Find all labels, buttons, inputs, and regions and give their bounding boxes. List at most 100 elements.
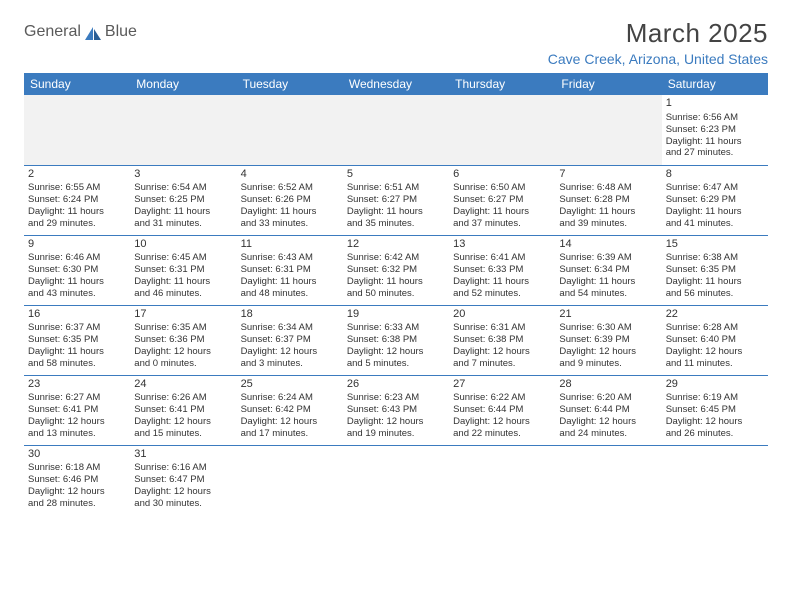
sunset-text: Sunset: 6:41 PM bbox=[28, 404, 126, 416]
daylight-text-line1: Daylight: 11 hours bbox=[453, 276, 551, 288]
calendar-empty-cell bbox=[555, 445, 661, 515]
daylight-text-line2: and 52 minutes. bbox=[453, 288, 551, 300]
daylight-text-line2: and 17 minutes. bbox=[241, 428, 339, 440]
calendar-empty-cell bbox=[343, 445, 449, 515]
calendar-day-cell: 4Sunrise: 6:52 AMSunset: 6:26 PMDaylight… bbox=[237, 165, 343, 235]
daylight-text-line1: Daylight: 11 hours bbox=[453, 206, 551, 218]
daylight-text-line2: and 31 minutes. bbox=[134, 218, 232, 230]
sunset-text: Sunset: 6:31 PM bbox=[241, 264, 339, 276]
daylight-text-line2: and 5 minutes. bbox=[347, 358, 445, 370]
header-monday: Monday bbox=[130, 73, 236, 95]
sunrise-text: Sunrise: 6:42 AM bbox=[347, 252, 445, 264]
daylight-text-line2: and 0 minutes. bbox=[134, 358, 232, 370]
calendar-day-cell: 26Sunrise: 6:23 AMSunset: 6:43 PMDayligh… bbox=[343, 375, 449, 445]
daylight-text-line2: and 56 minutes. bbox=[666, 288, 764, 300]
calendar-empty-cell bbox=[449, 95, 555, 165]
daylight-text-line2: and 41 minutes. bbox=[666, 218, 764, 230]
calendar-day-cell: 11Sunrise: 6:43 AMSunset: 6:31 PMDayligh… bbox=[237, 235, 343, 305]
sunrise-text: Sunrise: 6:38 AM bbox=[666, 252, 764, 264]
sunrise-text: Sunrise: 6:28 AM bbox=[666, 322, 764, 334]
day-number: 6 bbox=[453, 168, 551, 182]
day-number: 26 bbox=[347, 378, 445, 392]
calendar-week-row: 1Sunrise: 6:56 AMSunset: 6:23 PMDaylight… bbox=[24, 95, 768, 165]
calendar-day-cell: 18Sunrise: 6:34 AMSunset: 6:37 PMDayligh… bbox=[237, 305, 343, 375]
daylight-text-line1: Daylight: 11 hours bbox=[134, 276, 232, 288]
sunrise-text: Sunrise: 6:37 AM bbox=[28, 322, 126, 334]
calendar-empty-cell bbox=[130, 95, 236, 165]
calendar-day-cell: 8Sunrise: 6:47 AMSunset: 6:29 PMDaylight… bbox=[662, 165, 768, 235]
sunset-text: Sunset: 6:40 PM bbox=[666, 334, 764, 346]
calendar-body: 1Sunrise: 6:56 AMSunset: 6:23 PMDaylight… bbox=[24, 95, 768, 515]
header-tuesday: Tuesday bbox=[237, 73, 343, 95]
calendar-day-cell: 12Sunrise: 6:42 AMSunset: 6:32 PMDayligh… bbox=[343, 235, 449, 305]
daylight-text-line1: Daylight: 12 hours bbox=[134, 346, 232, 358]
daylight-text-line1: Daylight: 11 hours bbox=[666, 136, 764, 148]
calendar-day-cell: 13Sunrise: 6:41 AMSunset: 6:33 PMDayligh… bbox=[449, 235, 555, 305]
day-number: 22 bbox=[666, 308, 764, 322]
sunrise-text: Sunrise: 6:55 AM bbox=[28, 182, 126, 194]
sunrise-text: Sunrise: 6:16 AM bbox=[134, 462, 232, 474]
calendar-day-cell: 14Sunrise: 6:39 AMSunset: 6:34 PMDayligh… bbox=[555, 235, 661, 305]
header-friday: Friday bbox=[555, 73, 661, 95]
day-number: 18 bbox=[241, 308, 339, 322]
daylight-text-line1: Daylight: 11 hours bbox=[347, 206, 445, 218]
sunset-text: Sunset: 6:44 PM bbox=[559, 404, 657, 416]
daylight-text-line1: Daylight: 12 hours bbox=[347, 416, 445, 428]
calendar-day-cell: 30Sunrise: 6:18 AMSunset: 6:46 PMDayligh… bbox=[24, 445, 130, 515]
daylight-text-line1: Daylight: 11 hours bbox=[28, 346, 126, 358]
calendar-day-cell: 17Sunrise: 6:35 AMSunset: 6:36 PMDayligh… bbox=[130, 305, 236, 375]
sunset-text: Sunset: 6:27 PM bbox=[347, 194, 445, 206]
sunrise-text: Sunrise: 6:47 AM bbox=[666, 182, 764, 194]
daylight-text-line2: and 29 minutes. bbox=[28, 218, 126, 230]
daylight-text-line1: Daylight: 12 hours bbox=[241, 346, 339, 358]
calendar-day-cell: 6Sunrise: 6:50 AMSunset: 6:27 PMDaylight… bbox=[449, 165, 555, 235]
daylight-text-line2: and 35 minutes. bbox=[347, 218, 445, 230]
calendar-empty-cell bbox=[662, 445, 768, 515]
daylight-text-line2: and 15 minutes. bbox=[134, 428, 232, 440]
daylight-text-line2: and 37 minutes. bbox=[453, 218, 551, 230]
daylight-text-line1: Daylight: 11 hours bbox=[28, 276, 126, 288]
daylight-text-line2: and 28 minutes. bbox=[28, 498, 126, 510]
daylight-text-line1: Daylight: 11 hours bbox=[559, 276, 657, 288]
daylight-text-line2: and 54 minutes. bbox=[559, 288, 657, 300]
day-number: 7 bbox=[559, 168, 657, 182]
sunrise-text: Sunrise: 6:50 AM bbox=[453, 182, 551, 194]
day-number: 4 bbox=[241, 168, 339, 182]
calendar-day-cell: 28Sunrise: 6:20 AMSunset: 6:44 PMDayligh… bbox=[555, 375, 661, 445]
calendar-empty-cell bbox=[237, 95, 343, 165]
sunrise-text: Sunrise: 6:22 AM bbox=[453, 392, 551, 404]
calendar-day-cell: 1Sunrise: 6:56 AMSunset: 6:23 PMDaylight… bbox=[662, 95, 768, 165]
daylight-text-line1: Daylight: 12 hours bbox=[241, 416, 339, 428]
sunrise-text: Sunrise: 6:31 AM bbox=[453, 322, 551, 334]
day-number: 24 bbox=[134, 378, 232, 392]
sunset-text: Sunset: 6:41 PM bbox=[134, 404, 232, 416]
daylight-text-line2: and 58 minutes. bbox=[28, 358, 126, 370]
sunset-text: Sunset: 6:26 PM bbox=[241, 194, 339, 206]
day-number: 2 bbox=[28, 168, 126, 182]
daylight-text-line2: and 11 minutes. bbox=[666, 358, 764, 370]
day-number: 3 bbox=[134, 168, 232, 182]
sunrise-text: Sunrise: 6:19 AM bbox=[666, 392, 764, 404]
title-block: March 2025 Cave Creek, Arizona, United S… bbox=[548, 18, 768, 67]
daylight-text-line1: Daylight: 11 hours bbox=[241, 276, 339, 288]
sunrise-text: Sunrise: 6:54 AM bbox=[134, 182, 232, 194]
daylight-text-line2: and 22 minutes. bbox=[453, 428, 551, 440]
daylight-text-line1: Daylight: 11 hours bbox=[666, 276, 764, 288]
sunset-text: Sunset: 6:39 PM bbox=[559, 334, 657, 346]
sunset-text: Sunset: 6:35 PM bbox=[666, 264, 764, 276]
sunset-text: Sunset: 6:24 PM bbox=[28, 194, 126, 206]
sunset-text: Sunset: 6:37 PM bbox=[241, 334, 339, 346]
calendar-empty-cell bbox=[343, 95, 449, 165]
day-number: 14 bbox=[559, 238, 657, 252]
calendar-table: Sunday Monday Tuesday Wednesday Thursday… bbox=[24, 73, 768, 515]
daylight-text-line1: Daylight: 11 hours bbox=[28, 206, 126, 218]
sunrise-text: Sunrise: 6:27 AM bbox=[28, 392, 126, 404]
sunrise-text: Sunrise: 6:20 AM bbox=[559, 392, 657, 404]
sunrise-text: Sunrise: 6:56 AM bbox=[666, 112, 764, 124]
day-number: 16 bbox=[28, 308, 126, 322]
sunset-text: Sunset: 6:30 PM bbox=[28, 264, 126, 276]
calendar-day-cell: 23Sunrise: 6:27 AMSunset: 6:41 PMDayligh… bbox=[24, 375, 130, 445]
daylight-text-line1: Daylight: 12 hours bbox=[453, 346, 551, 358]
sunset-text: Sunset: 6:44 PM bbox=[453, 404, 551, 416]
logo-sail-icon bbox=[83, 26, 103, 42]
